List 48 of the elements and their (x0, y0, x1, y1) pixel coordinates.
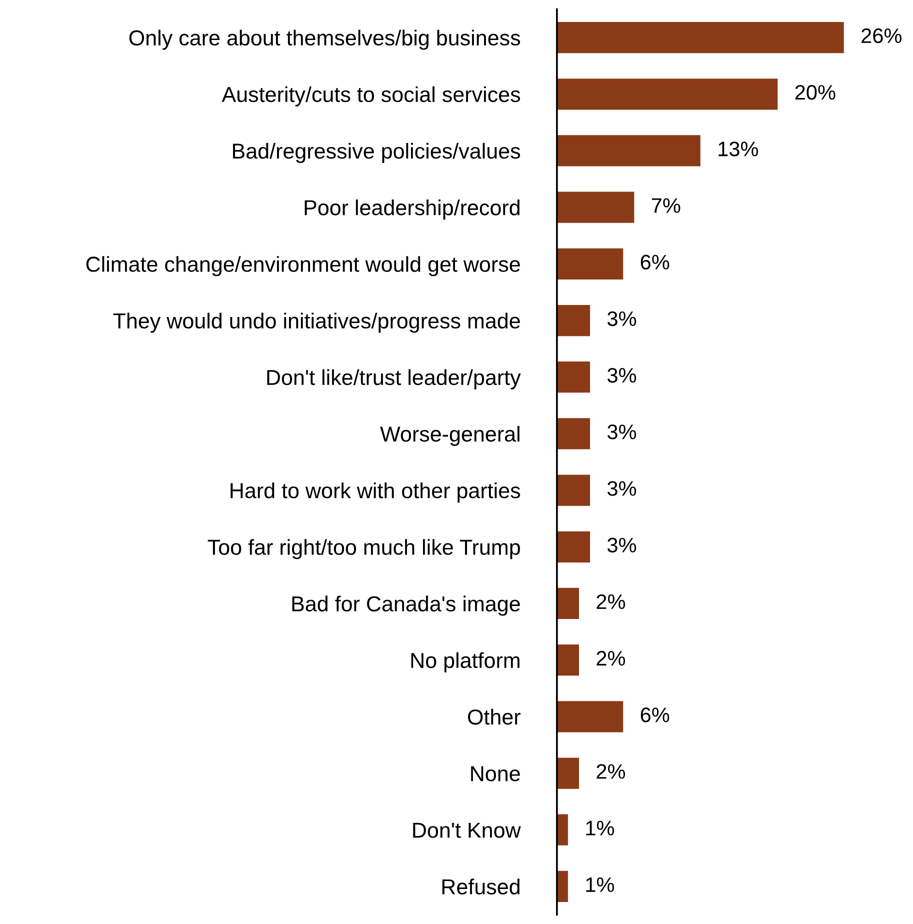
y-tick-label: Climate change/environment would get worse (86, 256, 520, 276)
bar (556, 135, 700, 166)
y-tick-label: Bad for Canada's image (292, 596, 520, 616)
bar (556, 248, 624, 280)
data-label: 2% (596, 594, 626, 609)
y-tick-label: Worse-general (380, 426, 520, 446)
y-tick-label: Only care about themselves/big business (129, 30, 520, 50)
bar (556, 192, 634, 223)
bar (556, 304, 590, 336)
data-label: 6% (640, 708, 670, 722)
y-tick-label: Poor leadership/record (304, 200, 520, 220)
data-label: 3% (608, 424, 636, 440)
y-tick-label: Too far right/too much like Trump (208, 539, 520, 560)
y-tick-label: Other (468, 708, 520, 725)
bar (556, 701, 624, 732)
y-tick-label: Don't like/trust leader/party (267, 369, 521, 390)
bar (556, 78, 778, 110)
y-tick-label: They would undo initiatives/progress made (113, 312, 520, 333)
bar (556, 474, 590, 506)
y-tick-label: Hard to work with other parties (230, 482, 520, 503)
bar (556, 758, 580, 789)
data-label: 3% (608, 481, 636, 496)
y-tick-label: Don't Know (413, 822, 521, 838)
y-tick-label: No platform (411, 652, 520, 672)
bar (556, 870, 568, 902)
data-label: 1% (586, 877, 614, 892)
bar (556, 644, 580, 676)
data-label: 3% (608, 311, 636, 326)
bar (556, 418, 590, 450)
data-label: 3% (608, 538, 636, 552)
data-label: 2% (596, 650, 626, 666)
y-tick-label: Refused (442, 878, 520, 894)
data-label: 20% (795, 84, 836, 100)
y-tick-label: Bad/regressive policies/values (233, 142, 520, 163)
bar (556, 531, 590, 562)
data-label: 3% (608, 368, 636, 383)
bar (556, 362, 590, 393)
data-label: 26% (862, 28, 902, 44)
y-tick-label: None (471, 766, 520, 782)
bar (556, 22, 844, 54)
y-tick-label: Austerity/cuts to social services (222, 86, 520, 106)
data-label: 13% (718, 142, 758, 156)
data-label: 1% (586, 820, 614, 836)
bar (556, 814, 568, 846)
data-label: 7% (652, 198, 680, 213)
data-label: 6% (640, 254, 670, 270)
data-label: 2% (596, 764, 626, 779)
bar (556, 588, 580, 620)
